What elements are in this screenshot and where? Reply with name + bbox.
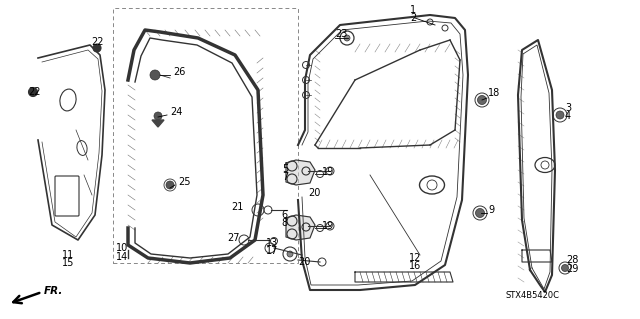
- Text: 3: 3: [565, 103, 571, 113]
- Text: 8: 8: [282, 218, 288, 228]
- Text: 14: 14: [116, 252, 128, 262]
- Text: 20: 20: [308, 188, 321, 198]
- Circle shape: [166, 181, 174, 189]
- Text: FR.: FR.: [44, 286, 63, 296]
- Text: 1: 1: [410, 5, 416, 15]
- Text: 17: 17: [266, 246, 278, 256]
- Bar: [113, 8, 298, 263]
- Polygon shape: [152, 120, 164, 127]
- Text: 9: 9: [488, 205, 494, 215]
- Circle shape: [556, 111, 564, 119]
- Circle shape: [93, 44, 101, 52]
- Text: 19: 19: [322, 167, 334, 177]
- Text: 12: 12: [409, 253, 421, 263]
- Text: 11: 11: [62, 250, 74, 260]
- Text: 5: 5: [282, 164, 288, 174]
- Text: 18: 18: [488, 88, 500, 98]
- Text: 22: 22: [28, 87, 40, 97]
- Circle shape: [477, 95, 486, 105]
- Text: 27: 27: [227, 233, 240, 243]
- Circle shape: [561, 264, 568, 271]
- Text: 28: 28: [566, 255, 578, 265]
- Text: 20: 20: [298, 257, 310, 267]
- Circle shape: [150, 70, 160, 80]
- Text: 6: 6: [282, 210, 288, 220]
- Text: 22: 22: [91, 37, 103, 47]
- Text: 16: 16: [409, 261, 421, 271]
- Text: 10: 10: [116, 243, 128, 253]
- Polygon shape: [286, 160, 315, 185]
- Text: 23: 23: [335, 29, 348, 39]
- Circle shape: [344, 35, 350, 41]
- Text: 13: 13: [266, 238, 278, 248]
- Text: 26: 26: [173, 67, 186, 77]
- Circle shape: [287, 251, 293, 257]
- Text: 4: 4: [565, 111, 571, 121]
- Text: 21: 21: [232, 202, 244, 212]
- Text: 2: 2: [410, 13, 416, 23]
- Text: 29: 29: [566, 264, 578, 274]
- Circle shape: [154, 112, 162, 120]
- Circle shape: [476, 209, 484, 218]
- Text: 7: 7: [282, 172, 288, 182]
- Text: 24: 24: [170, 107, 182, 117]
- Text: 25: 25: [178, 177, 191, 187]
- Text: 15: 15: [62, 258, 74, 268]
- Text: STX4B5420C: STX4B5420C: [506, 292, 560, 300]
- Circle shape: [29, 87, 38, 97]
- Text: 19: 19: [322, 221, 334, 231]
- Polygon shape: [286, 215, 315, 240]
